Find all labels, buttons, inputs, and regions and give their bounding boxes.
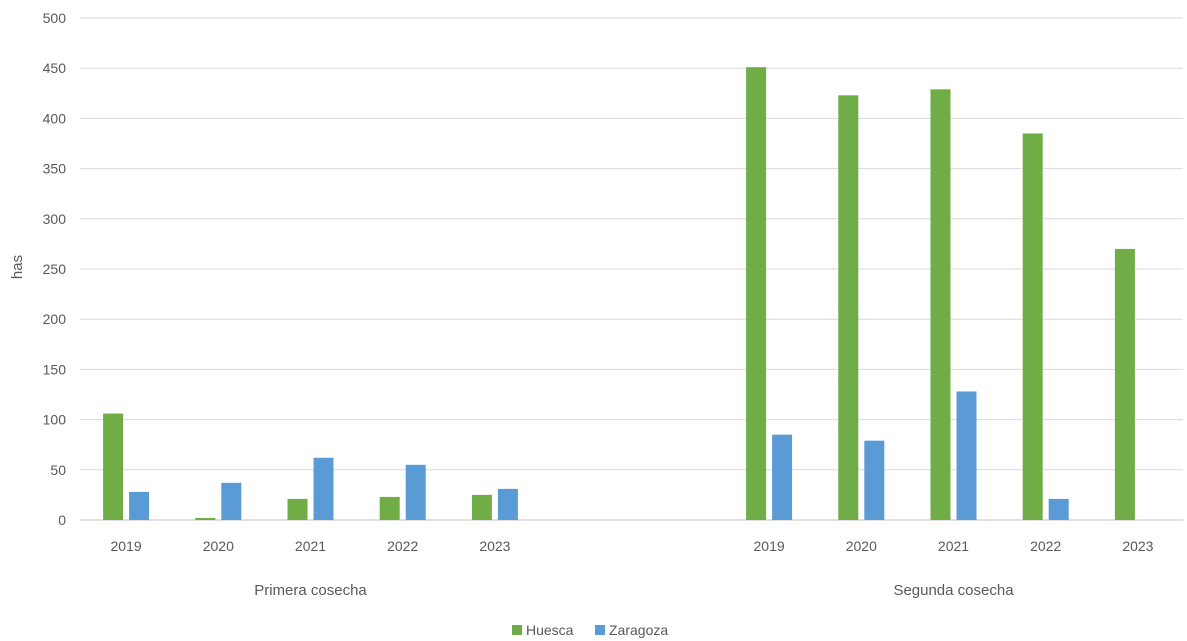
bar-huesca-2023 bbox=[1114, 248, 1135, 521]
y-tick-label: 250 bbox=[43, 261, 67, 277]
bar-zaragoza-2020 bbox=[864, 440, 885, 520]
x-tick-label: 2022 bbox=[387, 538, 418, 554]
bar-zaragoza-2021 bbox=[956, 391, 977, 520]
x-tick-label: 2020 bbox=[846, 538, 877, 554]
y-tick-label: 150 bbox=[43, 361, 67, 377]
bar-zaragoza-2021 bbox=[313, 457, 334, 520]
x-tick-label: 2020 bbox=[203, 538, 234, 554]
y-tick-label: 300 bbox=[43, 211, 67, 227]
x-tick-label: 2023 bbox=[479, 538, 510, 554]
legend-swatch-zaragoza bbox=[595, 625, 605, 635]
group-label: Primera cosecha bbox=[254, 582, 367, 599]
gridlines bbox=[80, 17, 1183, 521]
legend-label-zaragoza: Zaragoza bbox=[609, 622, 668, 638]
legend-label-huesca: Huesca bbox=[526, 622, 574, 638]
bar-zaragoza-2020 bbox=[221, 482, 242, 520]
x-tick-label: 2022 bbox=[1030, 538, 1061, 554]
y-tick-label: 200 bbox=[43, 311, 67, 327]
x-tick-label: 2023 bbox=[1122, 538, 1153, 554]
y-axis-title: has bbox=[9, 255, 26, 279]
bar-huesca-2022 bbox=[1022, 133, 1043, 520]
bar-zaragoza-2019 bbox=[772, 434, 793, 520]
bar-zaragoza-2019 bbox=[129, 491, 150, 520]
x-tick-label: 2021 bbox=[295, 538, 326, 554]
bar-zaragoza-2023 bbox=[497, 488, 518, 520]
x-tick-label: 2019 bbox=[111, 538, 142, 554]
bar-huesca-2019 bbox=[746, 67, 767, 521]
bar-huesca-2021 bbox=[930, 89, 951, 520]
group-labels: Primera cosecha Segunda cosecha bbox=[254, 582, 1014, 599]
y-tick-label: 450 bbox=[43, 60, 67, 76]
bar-huesca-2022 bbox=[379, 496, 400, 520]
x-axis-ticks: 2019 2020 2021 2022 2023 2019 2020 2021 2022 2023 bbox=[111, 538, 1154, 554]
y-tick-label: 0 bbox=[58, 512, 66, 528]
bar-huesca-2020 bbox=[838, 95, 859, 521]
bar-huesca-2019 bbox=[103, 413, 124, 520]
bar-huesca-2023 bbox=[471, 494, 492, 520]
x-tick-label: 2019 bbox=[754, 538, 785, 554]
legend: Huesca Zaragoza bbox=[512, 622, 668, 638]
x-tick-label: 2021 bbox=[938, 538, 969, 554]
y-tick-label: 50 bbox=[50, 462, 66, 478]
y-tick-label: 500 bbox=[43, 10, 67, 26]
legend-swatch-huesca bbox=[512, 625, 522, 635]
bars bbox=[103, 67, 1135, 521]
bar-zaragoza-2022 bbox=[1048, 498, 1069, 520]
y-tick-label: 100 bbox=[43, 412, 67, 428]
bar-huesca-2021 bbox=[287, 498, 308, 520]
group-label: Segunda cosecha bbox=[893, 582, 1014, 599]
bar-huesca-2020 bbox=[195, 517, 216, 520]
y-tick-label: 350 bbox=[43, 161, 67, 177]
y-tick-label: 400 bbox=[43, 110, 67, 126]
bar-zaragoza-2022 bbox=[405, 464, 426, 520]
y-axis-ticks: 0 50 100 150 200 250 300 350 400 450 500 bbox=[43, 10, 67, 528]
